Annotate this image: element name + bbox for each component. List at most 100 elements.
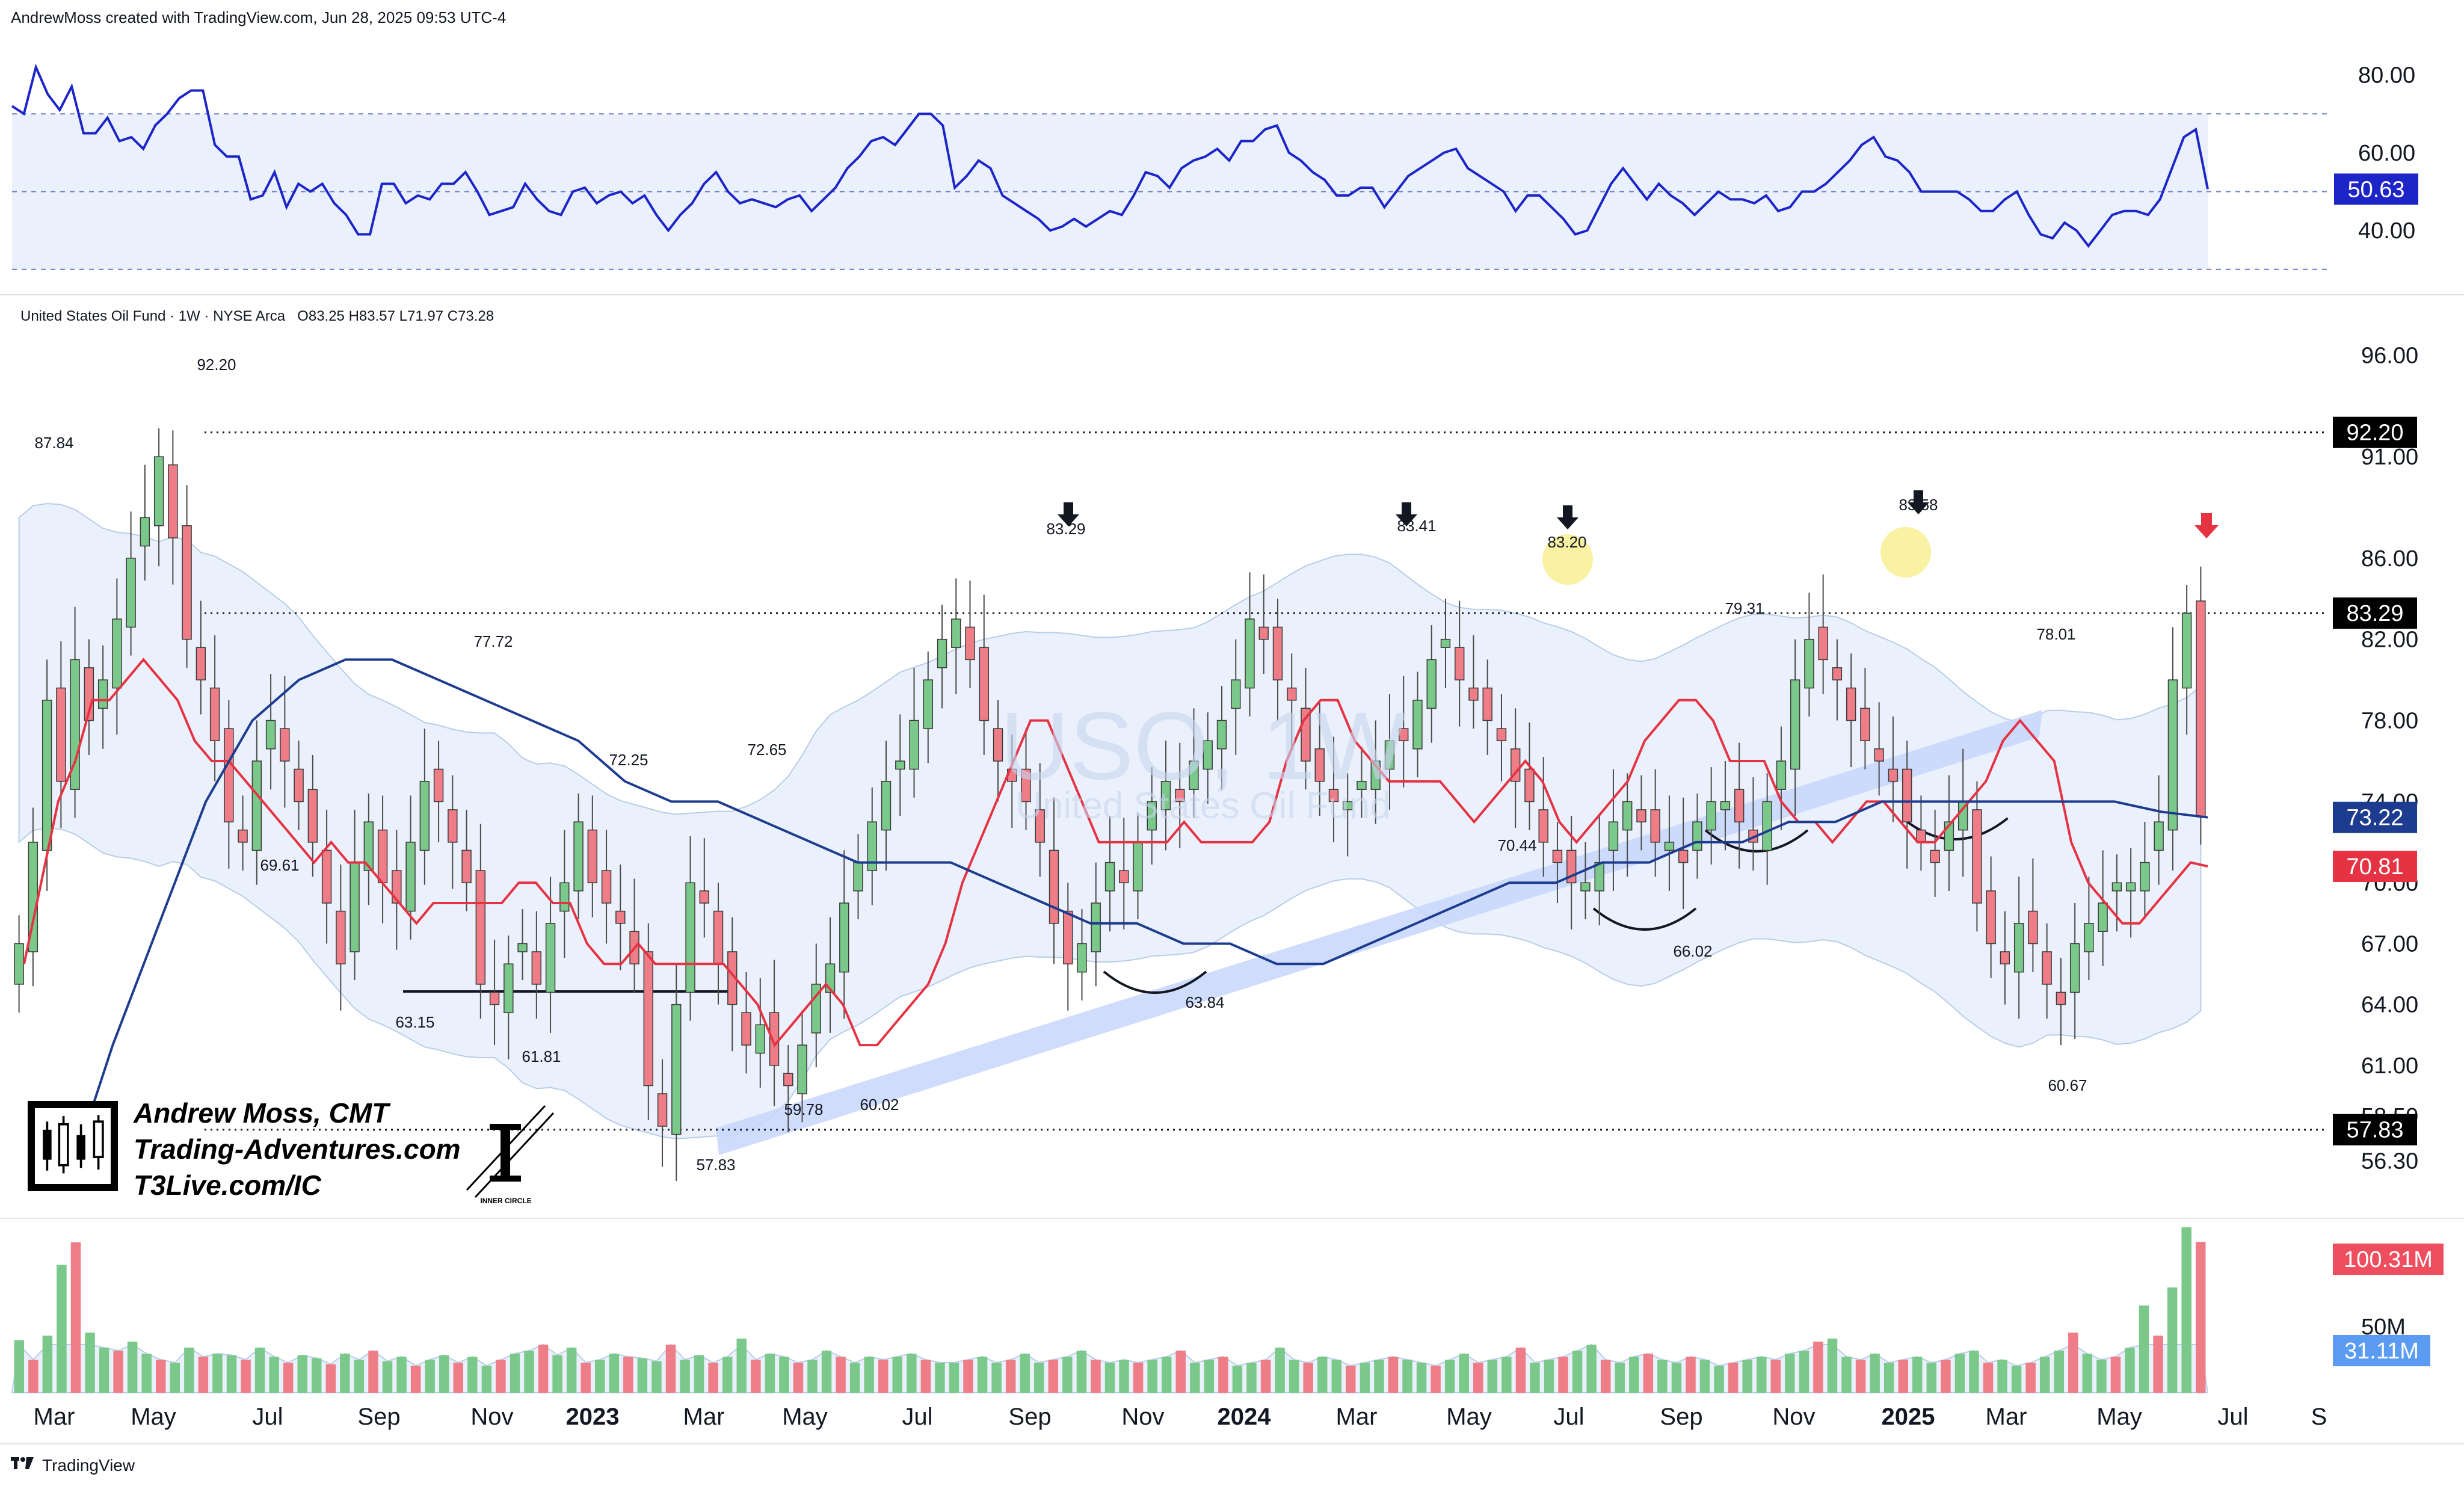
- volume-bar: [467, 1357, 478, 1393]
- candle-body: [2000, 951, 2010, 964]
- price-annotation: 79.31: [1725, 599, 1764, 617]
- candle-body: [1804, 638, 1814, 689]
- candle-body: [797, 1044, 807, 1094]
- volume-bar: [765, 1354, 775, 1393]
- candle-body: [251, 760, 262, 851]
- time-axis-label: Sep: [357, 1404, 400, 1430]
- candle-body: [699, 890, 709, 904]
- volume-bar: [1473, 1363, 1483, 1393]
- volume-bar: [609, 1354, 620, 1393]
- candle-body: [504, 963, 514, 1013]
- volume-bar: [2153, 1336, 2163, 1393]
- volume-bar: [878, 1360, 889, 1393]
- ohlc-close: C73.28: [447, 308, 494, 324]
- volume-bar: [651, 1361, 662, 1393]
- volume-bar: [396, 1357, 407, 1393]
- candle-body: [153, 456, 164, 526]
- author-text: Andrew Moss, CMT Trading-Adventures.com …: [134, 1097, 461, 1201]
- volume-bar: [807, 1360, 818, 1393]
- candle-body: [1916, 829, 1926, 843]
- candle-body: [1258, 626, 1269, 640]
- volume-bar: [481, 1366, 492, 1393]
- volume-bar: [892, 1357, 903, 1393]
- volume-bar: [1062, 1357, 1073, 1393]
- candle-body: [1664, 842, 1675, 851]
- volume-bar: [1926, 1363, 1937, 1393]
- candle-body: [587, 829, 597, 884]
- candle-body: [1245, 618, 1255, 689]
- volume-bar: [269, 1357, 279, 1393]
- volume-bar: [1912, 1357, 1923, 1393]
- price-annotation: 72.25: [609, 751, 648, 769]
- volume-bar: [935, 1363, 945, 1393]
- time-axis-label: Jul: [2217, 1404, 2248, 1430]
- volume-bar: [1246, 1363, 1257, 1393]
- candle-body: [1203, 740, 1213, 770]
- ema-red-line: [23, 658, 2208, 1047]
- volume-bar: [1388, 1357, 1399, 1393]
- candle-body: [1511, 748, 1521, 782]
- candle-body: [2125, 882, 2136, 892]
- candle-body: [1538, 809, 1548, 843]
- candle-body: [1930, 849, 1940, 863]
- volume-bar: [1444, 1360, 1455, 1393]
- volume-bar: [1657, 1360, 1668, 1393]
- volume-bar: [1360, 1363, 1370, 1393]
- candle-body: [573, 821, 584, 892]
- time-axis-label: 2024: [1218, 1404, 1272, 1430]
- price-annotation: 77.72: [473, 632, 513, 650]
- price-tick-label: 82.00: [2361, 627, 2418, 653]
- ohlc-open: O83.25: [297, 308, 345, 324]
- candle-body: [321, 849, 332, 904]
- time-axis-label: S: [2311, 1404, 2327, 1430]
- volume-bar: [70, 1242, 81, 1393]
- volume-bar: [1402, 1360, 1412, 1393]
- candle-body: [140, 517, 150, 547]
- volume-bar: [1005, 1360, 1016, 1393]
- rounded-bottom-curve: [1704, 829, 1809, 852]
- volume-bar: [1969, 1351, 1979, 1393]
- time-axis-label: Sep: [1660, 1404, 1702, 1430]
- volume-bar: [694, 1355, 704, 1393]
- volume-bar: [156, 1360, 166, 1393]
- volume-bar: [1204, 1360, 1215, 1393]
- candle-body: [1580, 882, 1591, 892]
- rsi-tick-label: 40.00: [2358, 218, 2415, 244]
- volume-bar: [1260, 1360, 1271, 1393]
- volume-bar: [1317, 1357, 1328, 1393]
- candle-body: [294, 768, 304, 803]
- candle-body: [1216, 720, 1227, 750]
- volume-bar: [1756, 1357, 1767, 1393]
- candle-body: [1860, 708, 1870, 742]
- volume-bar: [2195, 1242, 2206, 1393]
- volume-bar: [368, 1351, 378, 1393]
- price-annotation: 63.84: [1185, 993, 1224, 1011]
- ohlc-low: L71.97: [399, 308, 444, 324]
- symbol-legend: United States Oil Fund · 1W · NYSE Arca …: [20, 308, 494, 325]
- candle-body: [1119, 870, 1129, 884]
- volume-bar: [779, 1357, 789, 1393]
- candle-body: [1426, 659, 1437, 709]
- candle-body: [350, 862, 360, 952]
- volume-bar: [453, 1363, 464, 1393]
- volume-bar: [2068, 1333, 2078, 1393]
- volume-bar: [2011, 1366, 2022, 1393]
- down-arrow-icon: [1058, 502, 1079, 526]
- volume-bar: [1898, 1360, 1908, 1393]
- volume-bar: [226, 1355, 237, 1393]
- volume-avg-badge: 31.11M: [2344, 1339, 2419, 1364]
- ma-blue-line: [65, 658, 2208, 1188]
- volume-bar: [312, 1358, 322, 1393]
- level-badge: 57.83: [2346, 1118, 2403, 1143]
- volume-bar: [510, 1354, 520, 1393]
- volume-bar: [496, 1360, 506, 1393]
- rsi-line: [11, 63, 2209, 248]
- candle-body: [923, 679, 933, 729]
- time-axis-label: May: [1446, 1404, 1492, 1430]
- candle-body: [2140, 862, 2150, 892]
- volume-bar: [552, 1355, 562, 1393]
- volume-bar: [1841, 1357, 1852, 1393]
- candle-body: [1552, 849, 1563, 863]
